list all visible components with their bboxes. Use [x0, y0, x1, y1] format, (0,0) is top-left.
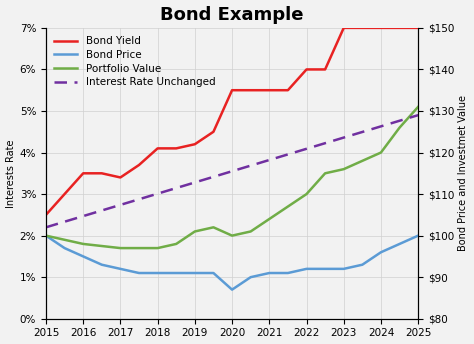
Y-axis label: Bond Price and Investmet Value: Bond Price and Investmet Value [458, 95, 468, 251]
Title: Bond Example: Bond Example [160, 6, 304, 23]
Legend: Bond Yield, Bond Price, Portfolio Value, Interest Rate Unchanged: Bond Yield, Bond Price, Portfolio Value,… [51, 33, 219, 90]
Y-axis label: Interests Rate: Interests Rate [6, 139, 16, 207]
